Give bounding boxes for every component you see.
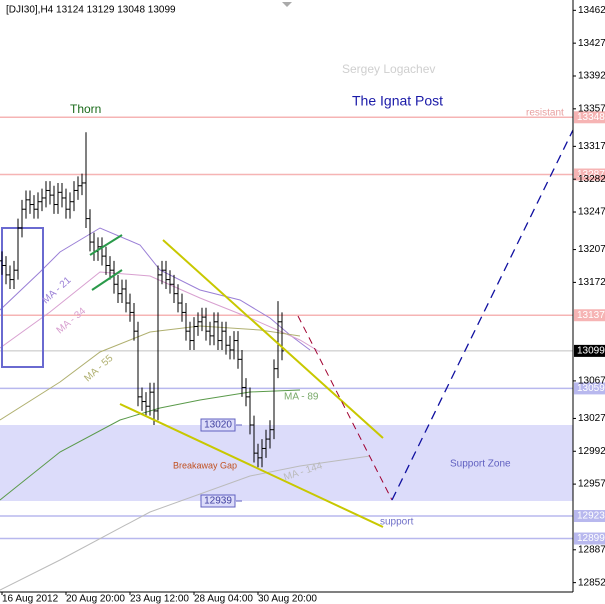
scroll-marker	[282, 2, 292, 7]
level-tag	[574, 532, 605, 545]
level-tag	[574, 309, 605, 322]
chart-header: [DJI30],H4 13124 13129 13048 13099	[6, 5, 176, 16]
y-tick-label: 13282	[578, 174, 605, 185]
trend-line	[162, 239, 384, 439]
zone-box	[200, 418, 236, 432]
level-tag	[574, 111, 605, 124]
x-tick-label: 28 Aug 04:00	[194, 594, 253, 604]
ma-144-line	[0, 455, 371, 591]
level-tag	[574, 510, 605, 523]
level-label: 13287	[577, 169, 605, 180]
x-tick-label: 30 Aug 20:00	[258, 594, 317, 604]
y-tick-label: 12992	[578, 446, 605, 457]
y-tick-label: 13317	[578, 141, 605, 152]
y-tick-label: 13357	[578, 103, 605, 114]
level-tag	[574, 382, 605, 395]
annotation: Support Zone	[450, 459, 511, 470]
axis-layer: 13348 13287 13137 13059 12923 12899 13099 13462…	[1, 5, 605, 604]
ma-label: MA - 89	[284, 392, 319, 403]
forecast-line	[297, 315, 393, 501]
y-tick-label: 13172	[578, 277, 605, 288]
blog-title: The Ignat Post	[352, 93, 443, 109]
zone-layer: 13020 12939	[0, 418, 573, 508]
ma-21-line	[0, 227, 311, 351]
level-label: 12923	[577, 511, 605, 522]
forecast-line	[391, 129, 574, 501]
y-tick-label: 13247	[578, 207, 605, 218]
annotation: support	[380, 517, 414, 528]
level-tag	[574, 168, 605, 181]
y-tick-label: 13392	[578, 71, 605, 82]
level-label: 12899	[577, 533, 605, 544]
current-label: 13099	[577, 346, 605, 357]
channel-line	[89, 234, 123, 256]
y-tick-label: 13427	[578, 38, 605, 49]
ma-55-line	[0, 325, 301, 421]
channel-line	[91, 269, 123, 291]
y-tick-label: 13207	[578, 244, 605, 255]
x-tick-label: 20 Aug 20:00	[66, 594, 125, 604]
zone-label: 12939	[204, 496, 232, 507]
zone-label: 13020	[204, 420, 232, 431]
level-label: 13137	[577, 310, 605, 321]
annotation: Thorn	[70, 102, 101, 116]
trend-line	[119, 403, 384, 528]
y-tick-label: 13067	[578, 376, 605, 387]
bar-layer	[0, 132, 284, 468]
annotation: Breakaway Gap	[173, 460, 237, 470]
support-zone	[0, 425, 573, 501]
annotation: resistant	[526, 108, 564, 119]
y-tick-label: 12957	[578, 479, 605, 490]
x-tick-label: 23 Aug 12:00	[130, 594, 189, 604]
author: Sergey Logachev	[342, 62, 435, 76]
x-tick-label: 16 Aug 2012	[2, 594, 59, 604]
zone-box	[200, 494, 236, 508]
y-tick-label: 13462	[578, 5, 605, 16]
y-tick-label: 13027	[578, 413, 605, 424]
current-tag	[574, 344, 605, 357]
level-label: 13059	[577, 383, 605, 394]
ma-34-line	[0, 271, 321, 353]
y-tick-label: 12887	[578, 544, 605, 555]
level-label: 13348	[577, 112, 605, 123]
y-tick-label: 12852	[578, 577, 605, 588]
